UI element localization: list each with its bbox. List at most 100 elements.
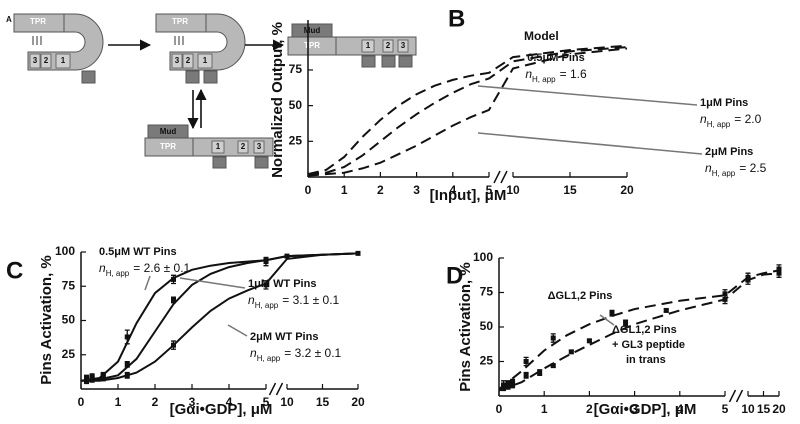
series-label: 1μM WT Pins xyxy=(248,278,316,290)
x-axis-title: [Input], μM xyxy=(430,187,507,204)
y-tick-label: 50 xyxy=(289,98,303,112)
tpr-label: TPR xyxy=(30,17,46,26)
x-tick-label: 20 xyxy=(351,395,365,409)
x-axis-title: [Gαi•GDP], μM xyxy=(170,401,273,418)
x-tick-label: 0 xyxy=(496,402,503,416)
fit-line xyxy=(498,269,780,390)
data-point xyxy=(100,375,106,381)
hill-value: = 2.5 xyxy=(739,161,766,175)
motif-label: 3 xyxy=(401,41,406,50)
motif-label: 3 xyxy=(33,56,38,65)
data-point xyxy=(550,335,556,341)
hill-symbol: n xyxy=(99,261,106,275)
fit-line xyxy=(498,272,780,392)
panel-label: A xyxy=(6,15,12,24)
data-point xyxy=(124,361,130,367)
leader-line xyxy=(477,132,703,155)
data-point xyxy=(722,291,728,297)
hill-subscript: H, app xyxy=(255,301,279,310)
series-note: in trans xyxy=(626,354,666,366)
data-point xyxy=(609,310,615,316)
data-point xyxy=(171,342,176,348)
data-point xyxy=(124,334,130,340)
data-point xyxy=(171,276,176,282)
motif-label: 2 xyxy=(386,41,391,50)
motif-label: 1 xyxy=(61,56,66,65)
x-tick-label: 15 xyxy=(757,402,771,416)
x-tick-label: 3 xyxy=(413,183,420,197)
leader-line xyxy=(227,324,248,337)
x-tick-label: 1 xyxy=(341,183,348,197)
state: Mud TPR 1 2 3 xyxy=(144,124,274,169)
data-point xyxy=(586,338,592,344)
series-line xyxy=(307,46,628,176)
panel-label: C xyxy=(6,257,23,284)
x-axis-title: [Gαi•GDP], μM xyxy=(594,401,697,418)
y-tick-label: 75 xyxy=(480,285,494,299)
y-tick-label: 25 xyxy=(62,347,76,361)
y-axis-title: Pins Activation, % xyxy=(457,262,474,391)
series-note: + GL3 peptide xyxy=(612,339,685,351)
axis-break xyxy=(493,170,501,184)
x-tick-label: 4 xyxy=(676,402,683,416)
hill-coefficient: nH, app = 2.0 xyxy=(700,112,762,128)
series-label: 1μM Pins xyxy=(700,97,748,109)
series-label: 0.5μM Pins xyxy=(527,52,584,64)
axis-break xyxy=(500,170,508,184)
data-point xyxy=(568,349,574,355)
data-point xyxy=(537,370,543,376)
fit-line xyxy=(81,252,359,382)
hill-coefficient: nH, app = 3.2 ± 0.1 xyxy=(250,346,342,362)
tpr-label: TPR xyxy=(172,17,188,26)
diagram: A TPR 3 2 1 TPR 3 2 1 xyxy=(6,13,417,169)
hill-subscript: H, app xyxy=(712,169,736,178)
axis-break xyxy=(735,389,744,403)
y-tick-label: 50 xyxy=(480,319,494,333)
hill-value: = 2.0 xyxy=(734,112,761,126)
tpr-label: TPR xyxy=(160,142,176,151)
motif-label: 3 xyxy=(257,142,262,151)
hill-symbol: n xyxy=(700,112,707,126)
data-point xyxy=(722,296,728,302)
hill-subscript: H, app xyxy=(257,354,281,363)
x-tick-label: 0 xyxy=(305,183,312,197)
data-point xyxy=(355,250,361,256)
hill-symbol: n xyxy=(250,346,257,360)
data-point xyxy=(523,359,529,364)
motif-label: 1 xyxy=(216,142,221,151)
motif-label: 2 xyxy=(186,56,191,65)
hill-value: = 3.1 ± 0.1 xyxy=(282,293,339,307)
hill-subscript: H, app xyxy=(707,120,731,129)
data-point xyxy=(745,277,751,283)
state: TPR 3 2 1 xyxy=(155,13,246,84)
series-label: 2μM Pins xyxy=(705,146,753,158)
series-label: ΔGL1,2 Pins xyxy=(612,324,677,336)
x-tick-label: 2 xyxy=(152,395,159,409)
axis-break xyxy=(268,382,277,396)
hill-coefficient: nH, app = 2.5 xyxy=(705,161,767,177)
fit-line xyxy=(80,252,359,382)
mud-label: Mud xyxy=(304,26,321,35)
data-point xyxy=(124,372,130,378)
x-tick-label: 5 xyxy=(263,395,270,409)
x-tick-label: 1 xyxy=(541,402,548,416)
data-point xyxy=(89,376,95,382)
panel-label: D xyxy=(446,262,463,289)
y-tick-label: 75 xyxy=(289,62,303,76)
x-tick-label: 5 xyxy=(486,183,493,197)
hill-coefficient: nH, app = 1.6 xyxy=(525,67,587,83)
data-point xyxy=(171,297,176,303)
data-point xyxy=(263,282,269,288)
y-tick-label: 50 xyxy=(62,313,76,327)
x-tick-label: 3 xyxy=(631,402,638,416)
series-label: 2μM WT Pins xyxy=(250,331,318,343)
y-tick-label: 25 xyxy=(480,354,494,368)
x-tick-label: 4 xyxy=(226,395,233,409)
data-point xyxy=(263,257,269,263)
hill-coefficient: nH, app = 3.1 ± 0.1 xyxy=(248,293,340,309)
data-point xyxy=(84,378,90,384)
data-point xyxy=(523,372,529,378)
hill-value: = 3.2 ± 0.1 xyxy=(284,346,341,360)
y-tick-label: 100 xyxy=(473,250,493,264)
